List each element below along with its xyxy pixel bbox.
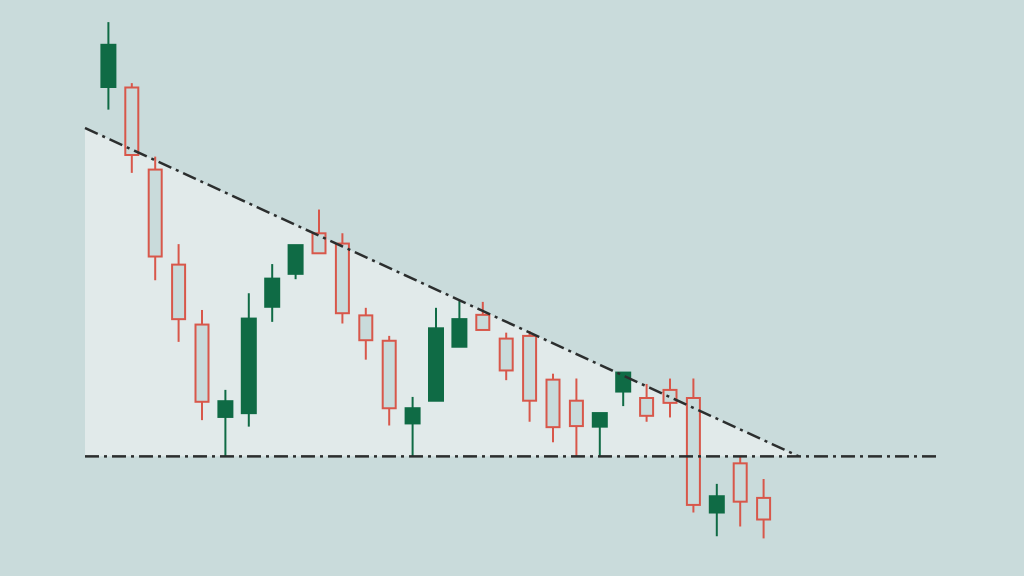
candle-21 [568,378,584,457]
candle-body-bullish [708,495,725,514]
candle-25 [662,378,678,418]
candle-body-bearish [732,462,748,503]
candle-27 [708,483,725,537]
candle-body-bearish [756,496,772,521]
candles-layer [100,22,772,539]
candle-body-bullish [428,327,444,402]
candle-body-bullish [287,244,304,275]
candle-17 [475,301,491,331]
candle-12 [358,307,374,360]
candle-body-bearish [522,334,538,402]
candle-22 [591,412,608,457]
candle-body-bullish [100,43,117,88]
candle-body-bullish [240,317,257,415]
candle-body-bearish [685,397,701,506]
candle-6 [217,389,234,457]
candle-19 [522,331,538,422]
candle-body-bearish [171,263,187,321]
candle-body-bearish [334,242,350,315]
candle-body-bullish [591,412,608,428]
candle-8 [264,264,281,322]
candle-body-bearish [568,399,584,428]
candle-body-bearish [124,86,140,156]
candle-body-bullish [451,318,468,348]
candle-body-bearish [662,388,678,404]
candle-10 [311,209,327,255]
candle-body-bearish [194,323,210,403]
candle-7 [240,293,257,427]
candle-14 [404,396,421,457]
candle-4 [171,244,187,342]
descending-resistance-line [84,126,800,458]
candle-20 [545,373,561,443]
candle-body-bearish [381,339,397,410]
candle-18 [498,332,514,381]
candle-2 [124,83,140,173]
candle-11 [334,233,350,324]
candle-28 [732,456,748,527]
candle-body-bullish [217,400,234,418]
candle-body-bullish [264,277,281,308]
candle-body-bearish [475,313,491,331]
candle-13 [381,335,397,426]
candle-body-bearish [498,337,514,372]
candle-1 [100,22,117,110]
candle-body-bearish [639,397,655,417]
candle-5 [194,309,210,421]
candle-body-bullish [404,407,421,425]
candle-15 [428,307,444,402]
candle-body-bearish [358,314,374,342]
candle-body-bearish [147,168,163,258]
candle-body-bearish [545,378,561,429]
candle-29 [756,479,772,539]
candle-24 [639,383,655,422]
candle-9 [287,244,304,280]
trendlines-layer [84,126,940,458]
candle-body-bearish [311,232,327,255]
candle-26 [685,378,701,513]
candle-16 [451,299,468,348]
candle-3 [147,156,163,281]
candle-body-bullish [615,371,632,393]
